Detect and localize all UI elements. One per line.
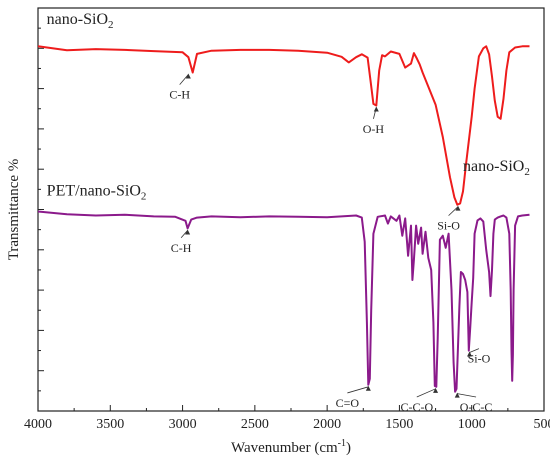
annotation-leader [469, 348, 480, 353]
x-tick-label: 2000 [313, 417, 341, 432]
x-tick-label: 1500 [385, 417, 413, 432]
annotation-leader [179, 74, 189, 85]
annotation-leader [457, 393, 477, 398]
x-axis-ticks: 4000 3500 3000 2500 2000 1500 1000 500 [24, 7, 550, 432]
annotation-label: O-H [363, 122, 385, 136]
annotation-arrowhead [373, 106, 379, 112]
x-tick-label: 3500 [96, 417, 124, 432]
x-tick-label: 500 [534, 417, 550, 432]
annotation-label: O-C-C [460, 400, 493, 414]
annotation-arrowhead [454, 392, 460, 398]
series-labels: nano-SiO2 nano-SiO2 PET/nano-SiO2 [47, 11, 530, 202]
annotation-leader [347, 386, 369, 394]
annotation-label: Si-O [437, 219, 460, 233]
pet-nano-sio2-series-line [37, 210, 530, 393]
annotation-arrowhead [185, 73, 191, 79]
annotation-label: C-H [169, 88, 190, 102]
series-label: nano-SiO2 [463, 158, 530, 178]
series-lines [37, 45, 530, 393]
x-tick-label: 4000 [24, 417, 52, 432]
annotation-arrowhead [185, 229, 191, 235]
annotation-arrowhead [365, 385, 371, 391]
series-label: nano-SiO2 [47, 11, 114, 31]
annotation-arrowhead [433, 387, 439, 393]
annotation-label: C-H [171, 241, 192, 255]
annotation-label: C-C-O [400, 400, 433, 414]
nano-sio2-series-line [37, 45, 530, 206]
annotation-leader [416, 388, 436, 398]
series-label: PET/nano-SiO2 [47, 182, 147, 202]
x-tick-label: 1000 [458, 417, 486, 432]
annotation-label: Si-O [468, 352, 491, 366]
x-axis-title: Wavenumber (cm-1) [231, 438, 351, 456]
x-tick-label: 3000 [169, 417, 197, 432]
annotation-leader [448, 206, 459, 216]
peak-annotations: C-H O-H Si-O C-H C=O C-C-O O-C-C Si-O [169, 73, 493, 414]
annotation-arrowhead [467, 351, 473, 357]
annotation-label: C=O [336, 396, 360, 410]
y-axis-title: Transmittance % [6, 159, 22, 261]
x-tick-label: 2500 [241, 417, 269, 432]
annotation-arrowhead [455, 205, 461, 211]
